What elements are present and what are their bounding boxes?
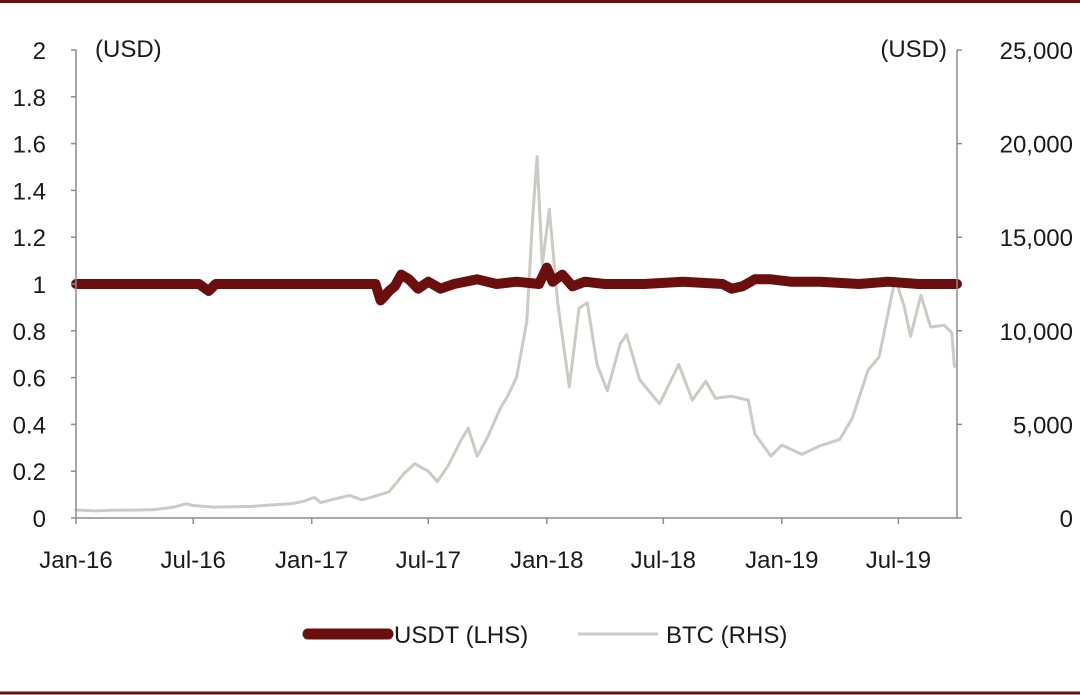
x-tick-label: Jul-19 xyxy=(866,547,931,574)
x-tick-label: Jul-18 xyxy=(631,547,696,574)
x-tick-label: Jul-17 xyxy=(396,547,461,574)
legend-label-btc: BTC (RHS) xyxy=(666,622,787,649)
left-tick-label: 1.4 xyxy=(13,178,46,205)
x-tick-label: Jul-16 xyxy=(161,547,226,574)
right-axis-unit-label: (USD) xyxy=(880,36,947,63)
x-tick-label: Jan-19 xyxy=(745,547,818,574)
x-tick-label: Jan-18 xyxy=(510,547,583,574)
axis-layer: 0 0.2 0.4 0.6 0.8 1 1.2 1.4 1.6 1.8 2 0 5,000 10,000 1… xyxy=(13,38,1073,574)
legend: USDT (LHS) BTC (RHS) xyxy=(302,622,787,649)
series-line-btc xyxy=(74,155,956,513)
left-tick-label: 1.6 xyxy=(13,132,46,159)
left-tick-label: 0 xyxy=(33,506,46,533)
left-tick-label: 0.4 xyxy=(13,412,46,439)
series-layer xyxy=(71,155,962,513)
left-axis-unit-label: (USD) xyxy=(95,36,162,63)
right-tick-label: 15,000 xyxy=(1000,225,1073,252)
left-tick-label: 2 xyxy=(33,38,46,65)
x-tick-label: Jan-17 xyxy=(275,547,348,574)
right-tick-label: 20,000 xyxy=(1000,132,1073,159)
legend-label-usdt: USDT (LHS) xyxy=(394,622,528,649)
right-tick-label: 0 xyxy=(1060,506,1073,533)
left-tick-label: 1.8 xyxy=(13,85,46,112)
x-tick-label: Jan-16 xyxy=(39,547,112,574)
left-tick-label: 0.8 xyxy=(13,319,46,346)
left-tick-label: 1 xyxy=(33,272,46,299)
left-tick-label: 0.2 xyxy=(13,459,46,486)
left-tick-label: 1.2 xyxy=(13,225,46,252)
right-tick-label: 5,000 xyxy=(1013,412,1073,439)
left-tick-label: 0.6 xyxy=(13,366,46,393)
right-tick-label: 25,000 xyxy=(1000,38,1073,65)
series-line-usdt xyxy=(71,262,962,306)
right-tick-label: 10,000 xyxy=(1000,319,1073,346)
